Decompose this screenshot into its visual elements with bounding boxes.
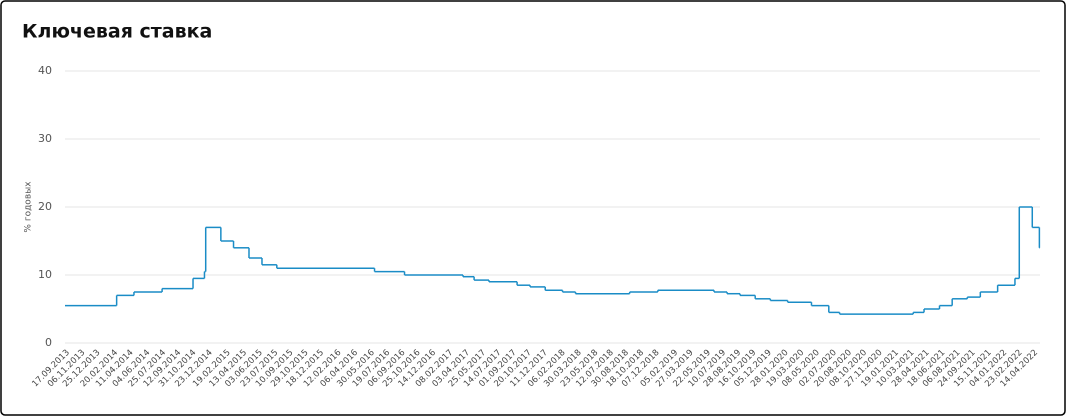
- y-tick-label: 30: [38, 132, 52, 145]
- y-tick-label: 20: [38, 200, 52, 213]
- y-tick-label: 0: [45, 336, 52, 349]
- y-tick-label: 10: [38, 268, 52, 281]
- y-axis-label: % годовых: [24, 181, 34, 233]
- y-tick-label: 40: [38, 64, 52, 77]
- chart-title: Ключевая ставка: [22, 21, 212, 43]
